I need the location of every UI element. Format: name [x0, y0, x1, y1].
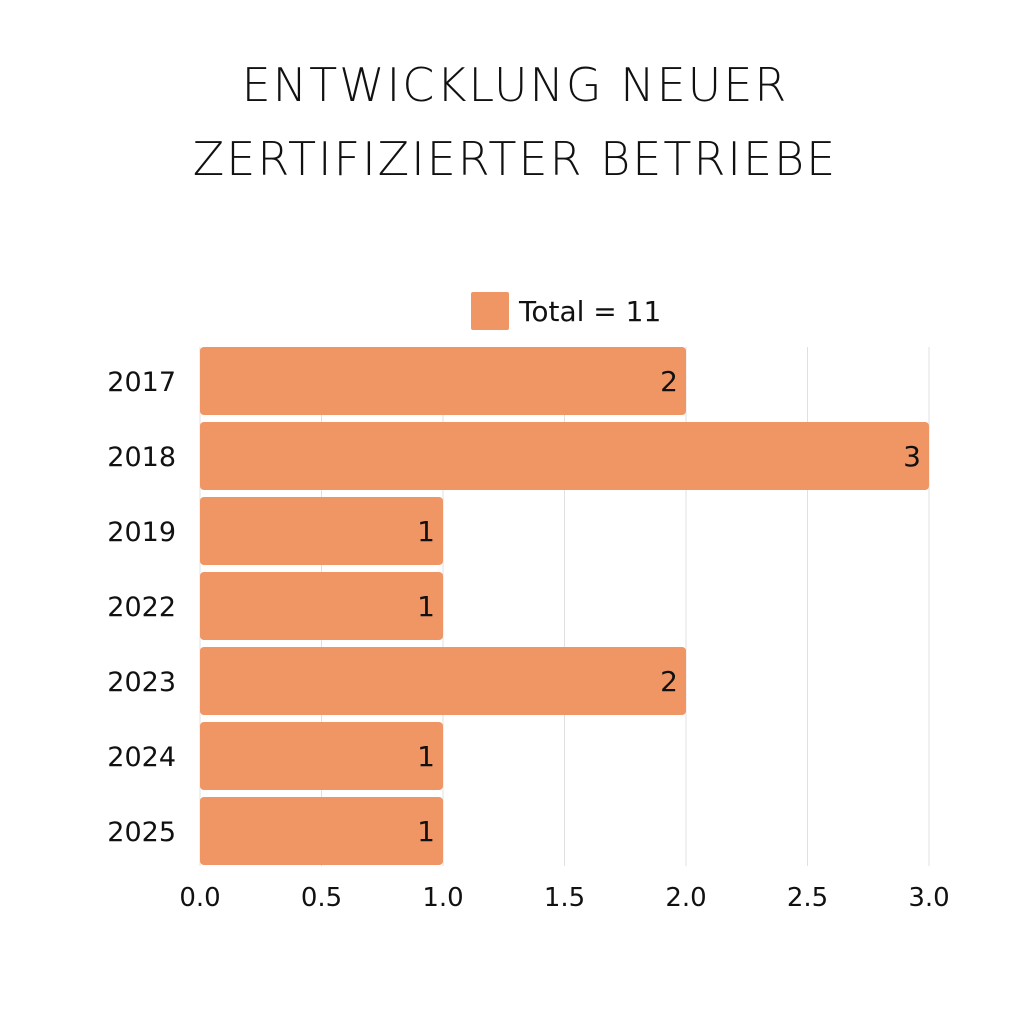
bar	[200, 572, 443, 640]
legend: Total = 11	[471, 292, 661, 330]
data-label: 1	[417, 740, 435, 773]
chart-title-line-1: ENTWICKLUNG NEUER	[241, 58, 789, 112]
y-tick-label: 2019	[107, 517, 176, 548]
bar	[200, 647, 686, 715]
bar	[200, 347, 686, 415]
x-tick-label: 1.0	[422, 883, 463, 913]
bar	[200, 722, 443, 790]
legend-label: Total = 11	[519, 294, 662, 328]
data-label: 3	[903, 440, 921, 473]
y-tick-label: 2024	[107, 742, 176, 773]
x-tick-label: 3.0	[908, 883, 949, 913]
bar	[200, 797, 443, 865]
data-label: 2	[660, 665, 678, 698]
y-tick-label: 2018	[107, 442, 176, 473]
x-tick-label: 0.5	[301, 883, 342, 913]
bar	[200, 422, 929, 490]
x-tick-label: 0.0	[179, 883, 220, 913]
legend-swatch	[471, 292, 509, 330]
y-tick-label: 2017	[107, 367, 176, 398]
y-tick-label: 2025	[107, 817, 176, 848]
bar	[200, 497, 443, 565]
y-tick-label: 2022	[107, 592, 176, 623]
data-label: 1	[417, 815, 435, 848]
y-tick-label: 2023	[107, 667, 176, 698]
data-label: 1	[417, 515, 435, 548]
x-tick-label: 2.5	[787, 883, 828, 913]
x-tick-label: 2.0	[665, 883, 706, 913]
x-tick-label: 1.5	[544, 883, 585, 913]
data-label: 2	[660, 365, 678, 398]
chart-title-line-2: ZERTIFIZIERTER BETRIEBE	[192, 132, 838, 186]
data-label: 1	[417, 590, 435, 623]
